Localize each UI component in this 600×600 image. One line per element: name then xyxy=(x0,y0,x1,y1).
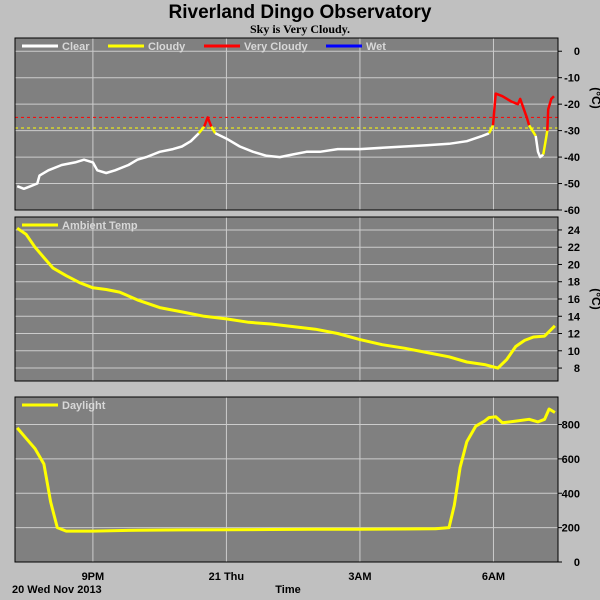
chart-title: Riverland Dingo Observatory xyxy=(169,2,432,23)
y-tick-label: 12 xyxy=(568,329,580,341)
y-tick-label: 0 xyxy=(574,46,580,58)
series-line-very-cloudy xyxy=(203,116,213,128)
series-line-cloudy xyxy=(197,125,206,135)
x-axis: 9PM 21 Thu 3AM 6AM xyxy=(82,571,506,583)
series-line xyxy=(16,226,556,370)
ambient-temp-panel: 24 22 20 18 16 14 12 10 8 (°C) Ambient Temp xyxy=(14,216,600,382)
series-line-very-cloudy xyxy=(546,95,555,131)
plot-area xyxy=(15,38,558,210)
plot-frame xyxy=(14,396,559,563)
y-tick-label: 0 xyxy=(574,557,580,569)
y-tick-label: -10 xyxy=(564,73,580,85)
x-axis-label: Time xyxy=(275,584,300,596)
y-tick-label: 800 xyxy=(562,420,580,432)
y-tick-label: 600 xyxy=(562,454,580,466)
y-tick-label: -40 xyxy=(564,152,580,164)
series-line-cloudy xyxy=(542,130,549,155)
series-line xyxy=(16,407,556,533)
series-line-cloudy xyxy=(210,125,217,134)
series-line-clear xyxy=(16,132,200,191)
x-tick-label: 9PM xyxy=(82,571,105,583)
plot-area xyxy=(15,397,558,562)
sky-temperature-panel: 0 -10 -20 -30 -40 -50 -60 (°C) Clear Cloudy Very C… xyxy=(14,37,600,217)
y-tick-label: 16 xyxy=(568,294,580,306)
legend-label: Cloudy xyxy=(148,41,186,53)
x-tick-label: 21 Thu xyxy=(209,571,244,583)
y-axis-unit: (°C) xyxy=(589,288,600,309)
legend-label: Very Cloudy xyxy=(244,41,308,53)
series-line-cloudy xyxy=(528,124,537,137)
plot-frame xyxy=(14,216,559,382)
y-tick-label: -30 xyxy=(564,126,580,138)
chart-subtitle: Sky is Very Cloudy. xyxy=(250,22,350,36)
legend-label: Daylight xyxy=(62,400,106,412)
y-tick-label: 18 xyxy=(568,277,580,289)
series-line-cloudy xyxy=(487,124,495,134)
y-tick-label: 400 xyxy=(562,488,580,500)
y-tick-label: 20 xyxy=(568,259,580,271)
legend-label: Clear xyxy=(62,41,90,53)
series-line-clear xyxy=(214,132,490,159)
y-tick-label: 8 xyxy=(574,363,580,375)
y-tick-label: -20 xyxy=(564,99,580,111)
plot-frame xyxy=(14,37,559,211)
y-tick-label: 10 xyxy=(568,346,580,358)
series-line-clear xyxy=(534,135,545,159)
y-axis-unit: (°C) xyxy=(589,87,600,108)
date-label: 20 Wed Nov 2013 xyxy=(12,584,102,596)
y-tick-label: -50 xyxy=(564,179,580,191)
legend-label: Wet xyxy=(366,41,386,53)
y-tick-label: 24 xyxy=(568,225,581,237)
series-line-very-cloudy xyxy=(491,92,531,126)
y-tick-label: 22 xyxy=(568,242,580,254)
daylight-panel: 800 600 400 200 0 Daylight xyxy=(14,396,580,569)
y-tick-label: -60 xyxy=(564,205,580,217)
x-tick-label: 6AM xyxy=(482,571,505,583)
legend-label: Ambient Temp xyxy=(62,220,138,232)
y-tick-label: 14 xyxy=(568,311,581,323)
y-tick-label: 200 xyxy=(562,523,580,535)
x-tick-label: 3AM xyxy=(348,571,371,583)
